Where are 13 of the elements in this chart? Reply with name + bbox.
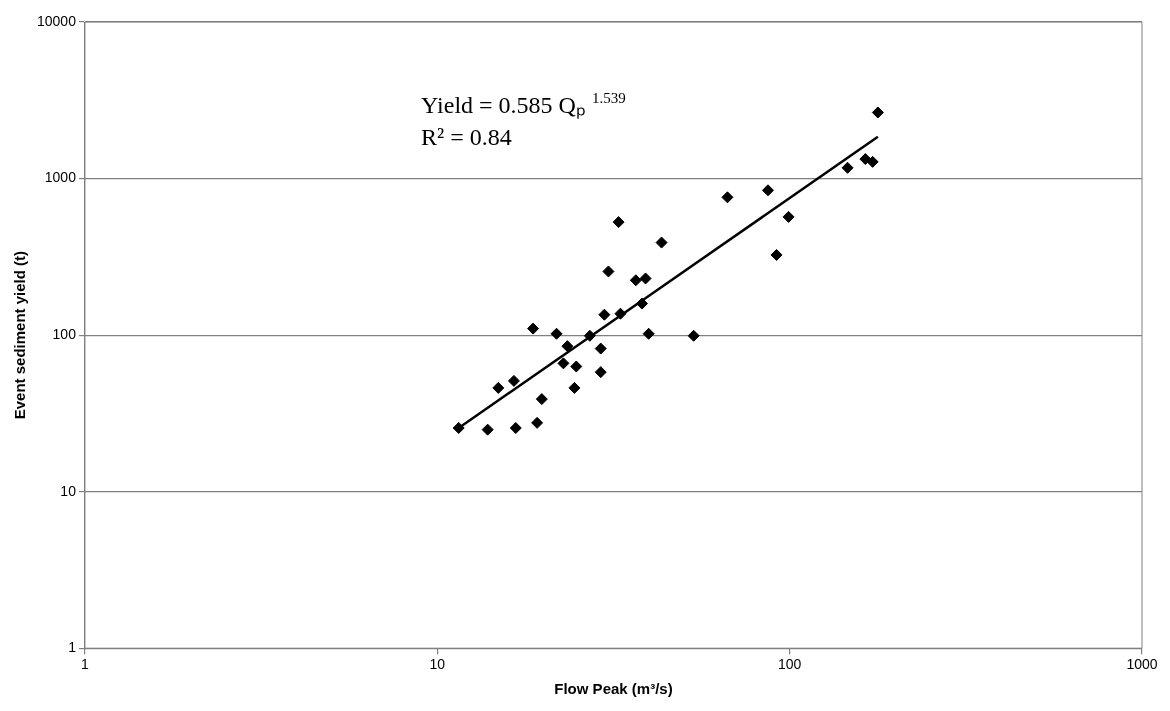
y-tick-label: 100 — [52, 325, 77, 342]
annotation: Yield = 0.585 Qₚ 1.539 — [421, 89, 626, 119]
x-axis-title: Flow Peak (m³/s) — [554, 680, 673, 698]
y-axis-title: Event sediment yield (t) — [11, 250, 29, 420]
y-tick-label: 1 — [68, 639, 77, 656]
y-tick-label: 10000 — [36, 12, 77, 29]
x-tick-label: 100 — [777, 656, 802, 673]
y-tick-label: 10 — [60, 482, 77, 499]
annotation: R² = 0.84 — [421, 123, 512, 150]
x-tick-label: 10 — [429, 656, 446, 673]
x-tick-label: 1 — [81, 656, 90, 673]
x-tick-label: 1000 — [1126, 656, 1158, 673]
y-tick-label: 1000 — [44, 169, 77, 186]
